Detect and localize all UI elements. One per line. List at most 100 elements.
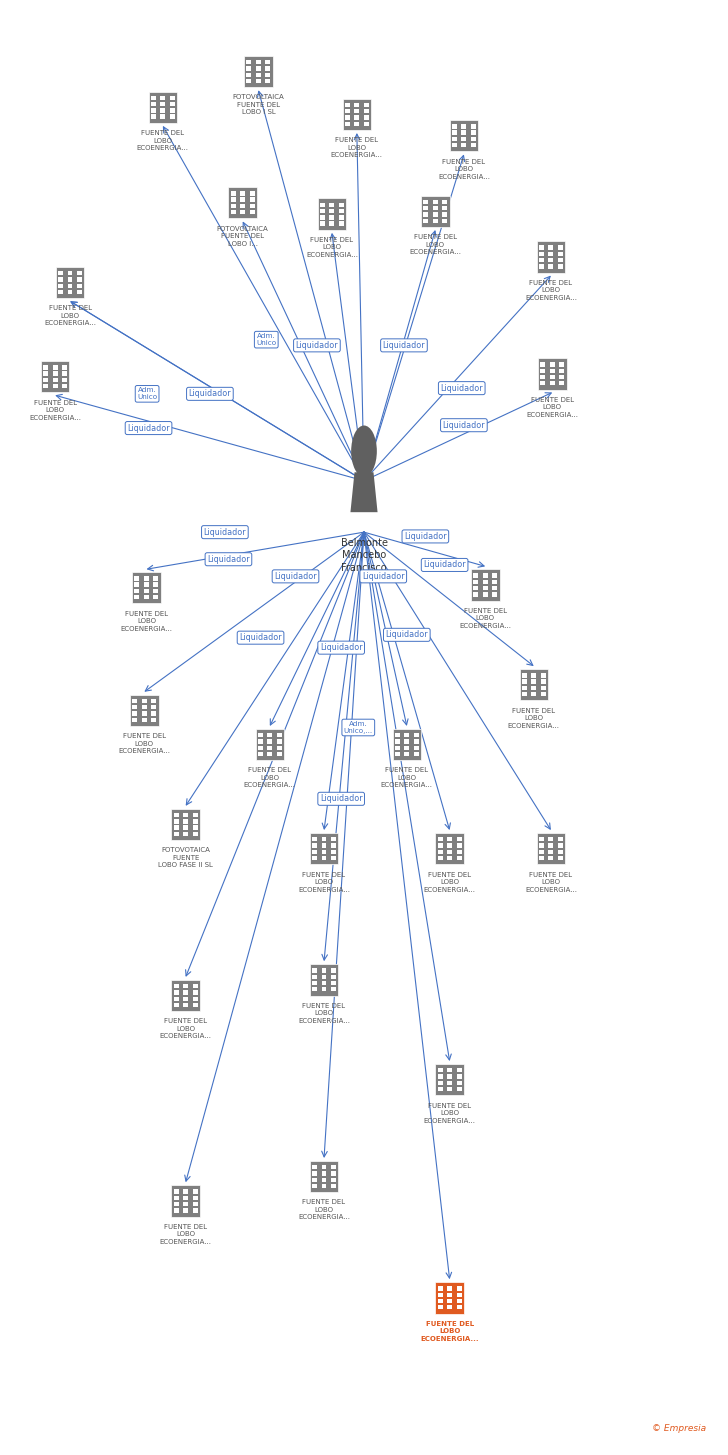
Bar [320, 221, 325, 226]
Bar [355, 109, 360, 113]
Bar [174, 1002, 178, 1007]
Text: Liquidador: Liquidador [404, 533, 447, 541]
Bar [320, 202, 325, 207]
Bar [452, 137, 456, 141]
Bar [331, 850, 336, 854]
Bar [312, 844, 317, 848]
Bar [144, 576, 149, 581]
Bar [174, 1189, 178, 1193]
Bar [183, 825, 188, 829]
Bar [174, 991, 178, 995]
Bar [58, 290, 63, 294]
Bar [322, 844, 326, 848]
Bar [541, 674, 546, 678]
Bar [322, 975, 326, 979]
Bar [62, 384, 67, 388]
Bar [244, 55, 273, 87]
Bar [559, 375, 564, 380]
Bar [149, 92, 177, 122]
Bar [58, 278, 63, 282]
Bar [424, 218, 428, 223]
Bar [331, 1177, 336, 1181]
Text: FUENTE DEL
LOBO
ECOENERGIA...: FUENTE DEL LOBO ECOENERGIA... [306, 237, 358, 258]
Bar [443, 212, 447, 217]
Bar [462, 137, 467, 141]
Bar [151, 711, 157, 716]
Bar [331, 981, 336, 985]
Bar [258, 739, 263, 744]
Text: Liquidador: Liquidador [320, 643, 363, 652]
Text: FUENTE DEL
LOBO
ECOENERGIA...: FUENTE DEL LOBO ECOENERGIA... [420, 1321, 479, 1342]
Bar [531, 693, 537, 697]
Bar [174, 984, 178, 988]
Text: FUENTE DEL
LOBO
ECOENERGIA...: FUENTE DEL LOBO ECOENERGIA... [424, 1103, 475, 1123]
Text: Adm.
Unico: Adm. Unico [256, 333, 277, 346]
Bar [193, 819, 197, 824]
Text: FOTOVOLTAICA
FUENTE DEL
LOBO I...: FOTOVOLTAICA FUENTE DEL LOBO I... [217, 226, 269, 246]
Text: Adm.
Unico,...: Adm. Unico,... [344, 722, 373, 733]
Bar [447, 1286, 452, 1291]
Bar [330, 202, 334, 207]
Bar [312, 856, 317, 860]
Bar [540, 381, 545, 386]
Text: FUENTE DEL
LOBO
ECOENERGIA...: FUENTE DEL LOBO ECOENERGIA... [424, 872, 475, 892]
Bar [193, 984, 197, 988]
Bar [548, 850, 553, 854]
Text: FUENTE DEL
LOBO
ECOENERGIA...: FUENTE DEL LOBO ECOENERGIA... [244, 767, 296, 789]
Bar [151, 717, 157, 722]
Bar [424, 212, 428, 217]
Bar [438, 1286, 443, 1291]
Bar [331, 837, 336, 841]
Text: Liquidador: Liquidador [440, 384, 483, 393]
Bar [395, 733, 400, 738]
Bar [193, 832, 197, 837]
Bar [174, 813, 178, 818]
Bar [471, 137, 476, 141]
Bar [174, 832, 178, 837]
Bar [322, 837, 326, 841]
Bar [322, 1165, 326, 1170]
Bar [154, 589, 158, 594]
Bar [310, 1161, 339, 1192]
Bar [447, 1081, 452, 1085]
Bar [531, 679, 537, 684]
Bar [539, 246, 544, 250]
Bar [193, 991, 197, 995]
Bar [548, 856, 553, 860]
Bar [345, 115, 349, 119]
Bar [483, 579, 488, 583]
Bar [339, 210, 344, 214]
Text: Liquidador: Liquidador [423, 560, 466, 569]
Bar [183, 1002, 188, 1007]
Bar [443, 207, 447, 211]
Text: FUENTE DEL
LOBO
ECOENERGIA...: FUENTE DEL LOBO ECOENERGIA... [118, 733, 170, 754]
Bar [231, 191, 236, 195]
Polygon shape [350, 473, 378, 512]
Circle shape [351, 425, 377, 477]
Bar [151, 108, 156, 112]
Bar [438, 837, 443, 841]
Bar [539, 850, 544, 854]
Bar [151, 698, 157, 703]
Bar [438, 1068, 443, 1072]
Bar [447, 856, 452, 860]
Bar [355, 122, 360, 127]
Bar [312, 850, 317, 854]
Bar [447, 1305, 452, 1310]
Text: FUENTE DEL
LOBO
ECOENERGIA...: FUENTE DEL LOBO ECOENERGIA... [120, 611, 173, 631]
Bar [317, 198, 347, 230]
Bar [559, 368, 564, 372]
Bar [160, 108, 165, 112]
Bar [171, 1186, 200, 1216]
Bar [256, 60, 261, 64]
Text: Liquidador: Liquidador [383, 340, 425, 349]
Bar [322, 1184, 326, 1189]
Bar [312, 1177, 317, 1181]
Bar [135, 595, 139, 599]
Bar [433, 207, 438, 211]
Bar [435, 1064, 464, 1096]
Bar [355, 115, 360, 119]
Text: FUENTE DEL
LOBO
ECOENERGIA...: FUENTE DEL LOBO ECOENERGIA... [409, 234, 462, 255]
Bar [331, 1184, 336, 1189]
Bar [77, 290, 82, 294]
